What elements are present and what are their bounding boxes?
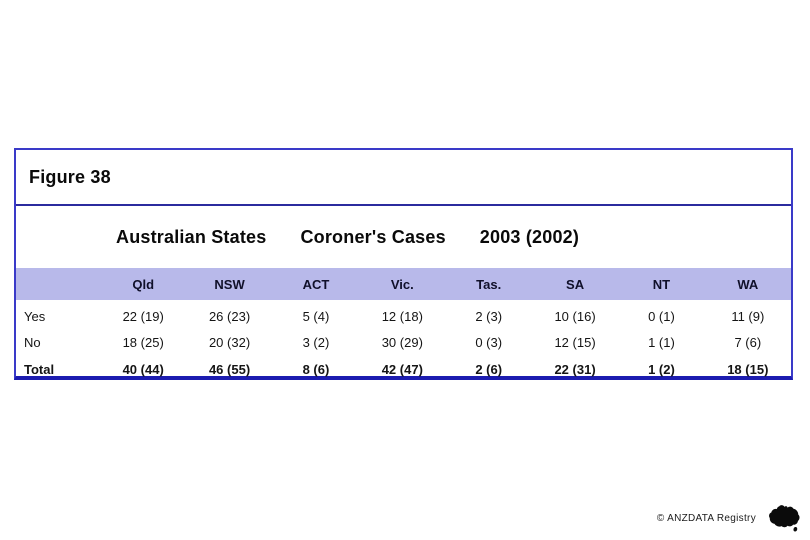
footer: © ANZDATA Registry (657, 502, 802, 534)
figure-label: Figure 38 (29, 166, 111, 187)
title-part-cases: Coroner's Cases (300, 226, 446, 247)
figure-panel: Figure 38 Australian States Coroner's Ca… (14, 148, 793, 380)
corner-header-cell (16, 268, 100, 300)
title-part-years: 2003 (2002) (479, 226, 580, 247)
table-title: Australian States Coroner's Cases 2003 (… (16, 206, 791, 268)
table-cell: 18 (25) (122, 334, 164, 350)
table-cell: 2 (3) (475, 308, 503, 324)
table-cell: 10 (16) (554, 308, 596, 324)
table-row-no: No 18 (25) 20 (32) 3 (2) 30 (29) 0 (3) 1… (16, 329, 791, 355)
table-cell: 7 (6) (734, 334, 762, 350)
table-cell: 22 (19) (122, 308, 164, 324)
table-cell: 26 (23) (208, 308, 251, 324)
table-cell: 1 (1) (648, 334, 675, 350)
row-label: No (24, 334, 41, 350)
table-header-row: Qld NSW ACT Vic. Tas. SA NT WA (16, 268, 791, 300)
table-cell: 0 (1) (648, 308, 675, 324)
table-cell: 12 (18) (381, 308, 423, 324)
table-cell: 5 (4) (302, 308, 330, 324)
table-row-total: Total 40 (44) 46 (55) 8 (6) 42 (47) 2 (6… (16, 355, 791, 384)
table-cell: 46 (55) (208, 362, 251, 377)
column-header-wa: WA (704, 268, 791, 300)
table-row-yes: Yes 22 (19) 26 (23) 5 (4) 12 (18) 2 (3) … (16, 300, 791, 329)
table-cell: 0 (3) (475, 334, 503, 350)
copyright-text: © ANZDATA Registry (656, 512, 756, 524)
figure-header: Figure 38 (16, 150, 791, 206)
row-label: Total (24, 362, 55, 377)
column-header-act: ACT (272, 268, 360, 300)
table-cell: 3 (2) (302, 334, 330, 350)
column-header-qld: Qld (100, 268, 187, 300)
table-cell: 2 (6) (475, 362, 503, 377)
table-cell: 18 (15) (727, 362, 769, 377)
column-header-nsw: NSW (186, 268, 273, 300)
column-header-sa: SA (531, 268, 619, 300)
table-cell: 20 (32) (208, 334, 251, 350)
australia-map-icon (769, 505, 800, 532)
table-cell: 22 (31) (554, 362, 596, 377)
table-cell: 1 (2) (648, 362, 675, 377)
column-header-vic: Vic. (359, 268, 446, 300)
table-cell: 8 (6) (302, 362, 330, 377)
table-cell: 42 (47) (381, 362, 423, 377)
states-table: Qld NSW ACT Vic. Tas. SA NT WA Yes 22 (1… (16, 268, 791, 384)
title-part-states: Australian States (116, 226, 267, 247)
row-label: Yes (24, 308, 46, 324)
table-cell: 11 (9) (731, 308, 765, 324)
table-cell: 30 (29) (381, 334, 423, 350)
column-header-nt: NT (618, 268, 705, 300)
column-header-tas: Tas. (445, 268, 532, 300)
table-cell: 12 (15) (554, 334, 596, 350)
table-cell: 40 (44) (122, 362, 164, 377)
